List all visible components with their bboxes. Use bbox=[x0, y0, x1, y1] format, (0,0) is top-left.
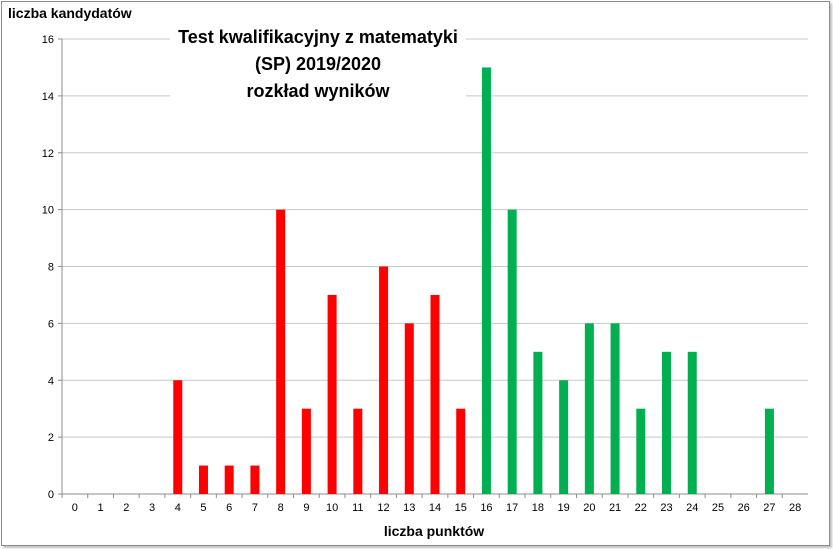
x-tick-label: 23 bbox=[660, 502, 672, 514]
x-tick-label: 11 bbox=[352, 502, 363, 514]
chart-title: Test kwalifikacyjny z matematyki (SP) 20… bbox=[170, 22, 466, 113]
chart-title-line-3: rozkład wyników bbox=[246, 81, 390, 101]
x-tick-label: 18 bbox=[532, 502, 544, 514]
x-tick-label: 17 bbox=[506, 502, 518, 514]
y-tick-label: 4 bbox=[48, 375, 54, 387]
y-tick-label: 10 bbox=[42, 205, 54, 217]
x-tick-label: 7 bbox=[252, 502, 258, 514]
x-tick-label: 12 bbox=[377, 502, 389, 514]
y-tick-label: 2 bbox=[48, 432, 54, 444]
bar bbox=[353, 408, 363, 494]
x-tick-label: 16 bbox=[480, 502, 492, 514]
bar bbox=[379, 266, 389, 494]
x-tick-label: 24 bbox=[686, 502, 698, 514]
x-tick-label: 15 bbox=[455, 502, 467, 514]
x-tick-label: 27 bbox=[763, 502, 775, 514]
y-tick-label: 14 bbox=[42, 91, 54, 103]
y-tick-label: 8 bbox=[48, 262, 54, 274]
bar bbox=[662, 351, 672, 494]
x-tick-label: 5 bbox=[200, 502, 206, 514]
bar bbox=[610, 323, 620, 494]
x-tick-label: 25 bbox=[712, 502, 724, 514]
x-tick-label: 13 bbox=[403, 502, 415, 514]
bar bbox=[584, 323, 594, 494]
bar bbox=[481, 67, 491, 494]
x-tick-label: 4 bbox=[175, 502, 181, 514]
bar bbox=[276, 209, 286, 494]
x-tick-label: 19 bbox=[557, 502, 569, 514]
x-tick-label: 8 bbox=[278, 502, 284, 514]
bar bbox=[533, 351, 543, 494]
bar bbox=[687, 351, 697, 494]
bar bbox=[559, 380, 569, 494]
bar bbox=[404, 323, 414, 494]
bar bbox=[430, 294, 440, 494]
bar bbox=[250, 465, 260, 494]
x-tick-labels: 0 1 2 3 4 5 6 7 8 9 10 11 12 13 14 15 16 17 18 19 20 21 22 23 24… bbox=[61, 494, 801, 514]
bar bbox=[456, 408, 466, 494]
x-tick-label: 26 bbox=[738, 502, 750, 514]
x-axis-label: liczba punktów bbox=[383, 523, 485, 539]
y-tick-label: 16 bbox=[42, 34, 54, 46]
y-tick-label: 12 bbox=[42, 148, 54, 160]
x-tick-label: 20 bbox=[583, 502, 595, 514]
bar bbox=[764, 408, 774, 494]
bar bbox=[173, 380, 183, 494]
x-tick-label: 14 bbox=[429, 502, 441, 514]
bar bbox=[636, 408, 646, 494]
y-tick-label: 0 bbox=[48, 489, 54, 501]
bar bbox=[198, 465, 208, 494]
y-tick-label: 6 bbox=[48, 318, 54, 330]
bar bbox=[224, 465, 234, 494]
bar bbox=[507, 209, 517, 494]
x-tick-label: 22 bbox=[635, 502, 647, 514]
bar bbox=[301, 408, 311, 494]
x-tick-label: 21 bbox=[609, 502, 621, 514]
y-tick-labels: 0 2 4 6 8 10 12 14 16 bbox=[42, 34, 62, 501]
x-tick-label: 2 bbox=[123, 502, 129, 514]
x-tick-label: 28 bbox=[789, 502, 801, 514]
x-tick-label: 3 bbox=[149, 502, 155, 514]
x-tick-label: 0 bbox=[72, 502, 78, 514]
x-tick-label: 9 bbox=[303, 502, 309, 514]
x-tick-label: 6 bbox=[226, 502, 232, 514]
chart-title-line-2: (SP) 2019/2020 bbox=[254, 54, 382, 74]
chart-title-line-1: Test kwalifikacyjny z matematyki bbox=[178, 27, 458, 47]
bar bbox=[327, 294, 337, 494]
bars bbox=[173, 67, 774, 494]
y-axis-label: liczba kandydatów bbox=[8, 5, 132, 21]
x-tick-label: 10 bbox=[326, 502, 338, 514]
x-tick-label: 1 bbox=[98, 502, 104, 514]
